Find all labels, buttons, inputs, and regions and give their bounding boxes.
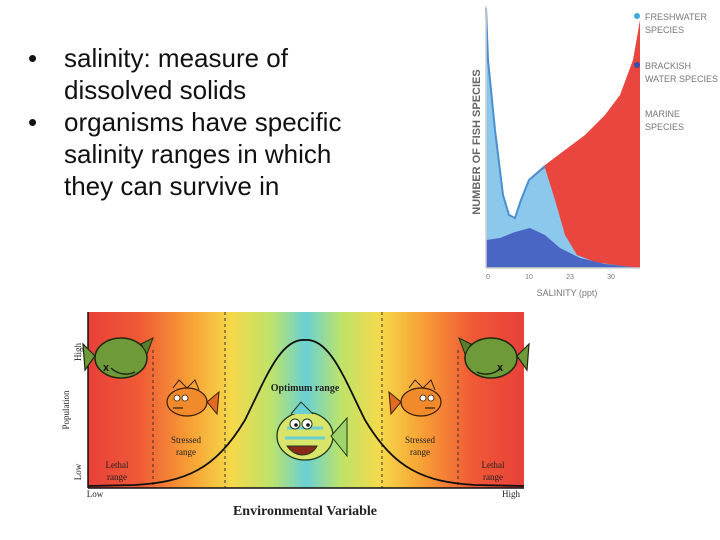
legend-freshwater-line2: SPECIES <box>645 25 684 35</box>
legend-brackish-line2: WATER SPECIES <box>645 74 718 84</box>
freshwater-species-area <box>486 8 640 268</box>
x-tick-label: 10 <box>525 274 533 281</box>
legend-brackish-dot <box>634 62 640 68</box>
population-bell-curve <box>87 339 525 487</box>
bullet-text-line: salinity: measure of <box>64 43 288 73</box>
lethal-range-right-label: range <box>483 472 503 482</box>
bullet-text-line: salinity ranges in which <box>64 139 332 169</box>
brackish-species-area <box>486 228 640 268</box>
dead-fish-x-mark: x <box>497 362 504 374</box>
stressed-range-right-label: Stressed <box>405 435 435 445</box>
dead-fish-right-illustration: x <box>458 336 530 379</box>
lethal-range-left-label: Lethal <box>106 460 129 470</box>
salinity-species-chart: NUMBER OF FISH SPECIES 0 10 23 30 SALINI… <box>471 6 718 298</box>
dead-fish-x-mark: x <box>103 362 110 374</box>
y-axis-high-label: High <box>73 343 83 362</box>
x-tick-label: 23 <box>566 274 574 281</box>
stressed-fish-right-illustration <box>388 379 442 417</box>
legend-freshwater-dot <box>634 13 640 19</box>
stressed-range-right-label: range <box>410 447 430 457</box>
stressed-fish-left-illustration <box>166 379 220 417</box>
optimum-range-label: Optimum range <box>271 383 340 394</box>
dead-fish-left-illustration: x <box>82 336 154 379</box>
x-axis-label: SALINITY (ppt) <box>537 288 598 298</box>
bullet-salinity-definition: • salinity: measure of dissolved solids <box>28 42 428 106</box>
legend-marine-line2: SPECIES <box>645 122 684 132</box>
stressed-range-left-label: range <box>176 447 196 457</box>
y-axis-label: NUMBER OF FISH SPECIES <box>471 69 483 214</box>
bullet-salinity-ranges: • organisms have specific salinity range… <box>28 106 428 202</box>
bullet-text-line: organisms have specific <box>64 107 342 137</box>
bullet-marker: • <box>28 43 38 73</box>
bullet-text-line: dissolved solids <box>64 75 247 105</box>
stressed-range-left-label: Stressed <box>171 435 201 445</box>
x-axis-high-label: High <box>502 489 521 499</box>
x-axis-label: Environmental Variable <box>233 504 377 519</box>
x-tick-label: 0 <box>486 274 490 281</box>
bullet-marker: • <box>28 107 38 137</box>
x-tick-label: 30 <box>607 274 615 281</box>
tolerance-range-figure: Optimum range Stressed range Stressed ra… <box>61 312 530 519</box>
bullet-list: • salinity: measure of dissolved solids … <box>28 42 428 202</box>
lethal-range-left-label: range <box>107 472 127 482</box>
y-axis-label: Population <box>61 390 71 430</box>
legend-marine-line1: MARINE <box>645 109 680 119</box>
legend-marine-dot <box>634 110 640 116</box>
legend-freshwater-line1: FRESHWATER <box>645 12 707 22</box>
x-axis-low-label: Low <box>87 489 104 499</box>
freshwater-curve-line <box>485 7 546 220</box>
lethal-range-right-label: Lethal <box>482 460 505 470</box>
bullet-text-line: they can survive in <box>64 171 280 201</box>
legend-brackish-line1: BRACKISH <box>645 61 691 71</box>
y-axis-low-label: Low <box>73 463 83 480</box>
happy-fish-center-illustration <box>276 401 348 461</box>
